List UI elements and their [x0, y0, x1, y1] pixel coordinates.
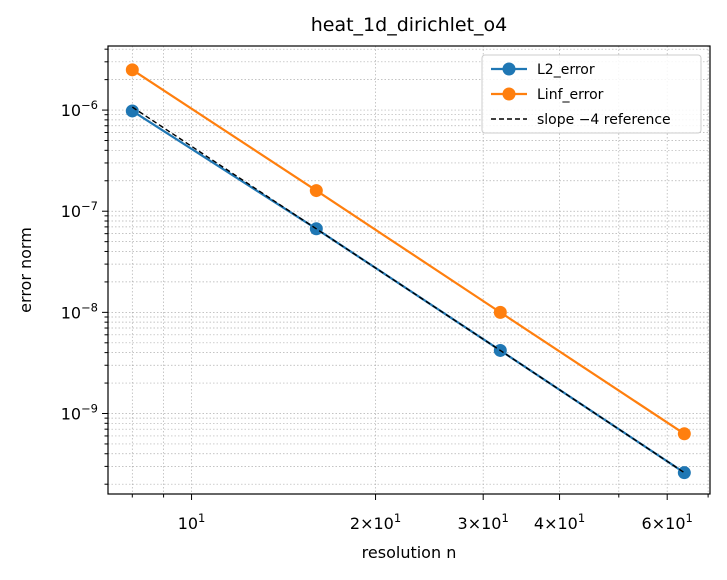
legend-marker-linf-error: [502, 87, 516, 101]
y-axis-label: error norm: [16, 227, 35, 313]
data-point-l2-error: [677, 466, 691, 480]
legend-marker-l2-error: [502, 62, 516, 76]
y-tick-label: 10−7: [61, 199, 98, 221]
data-point-linf-error: [677, 427, 691, 441]
axis-ticks: 101 2×101 3×101 4×101 6×101 10−9 10−8 10−7 10−6: [61, 48, 709, 533]
legend-label-slope-4-reference: slope −4 reference: [537, 112, 671, 128]
y-tick-label: 10−6: [61, 98, 98, 120]
plot-frame: [107, 45, 711, 495]
legend-box: [481, 54, 702, 134]
y-tick-label: 10−9: [61, 402, 98, 424]
x-tick-label: 2×101: [350, 511, 401, 533]
x-tick-label: 3×101: [458, 511, 509, 533]
chart-title: heat_1d_dirichlet_o4: [311, 14, 508, 36]
x-tick-label: 4×101: [534, 511, 585, 533]
x-tick-label: 6×101: [642, 511, 693, 533]
data-point-linf-error: [309, 184, 323, 198]
series-line-linf-error: [131, 68, 685, 435]
legend-label-linf-error: Linf_error: [537, 87, 604, 103]
data-point-l2-error: [125, 104, 139, 118]
data-point-linf-error: [125, 63, 139, 77]
plot-area: [125, 63, 691, 480]
x-tick-label: 101: [178, 511, 206, 533]
series-line-slope-4-reference: [131, 106, 685, 474]
y-tick-label: 10−8: [61, 300, 98, 322]
legend-label-l2-error: L2_error: [537, 62, 595, 78]
data-point-linf-error: [493, 305, 507, 319]
x-axis-label: resolution n: [362, 543, 457, 562]
